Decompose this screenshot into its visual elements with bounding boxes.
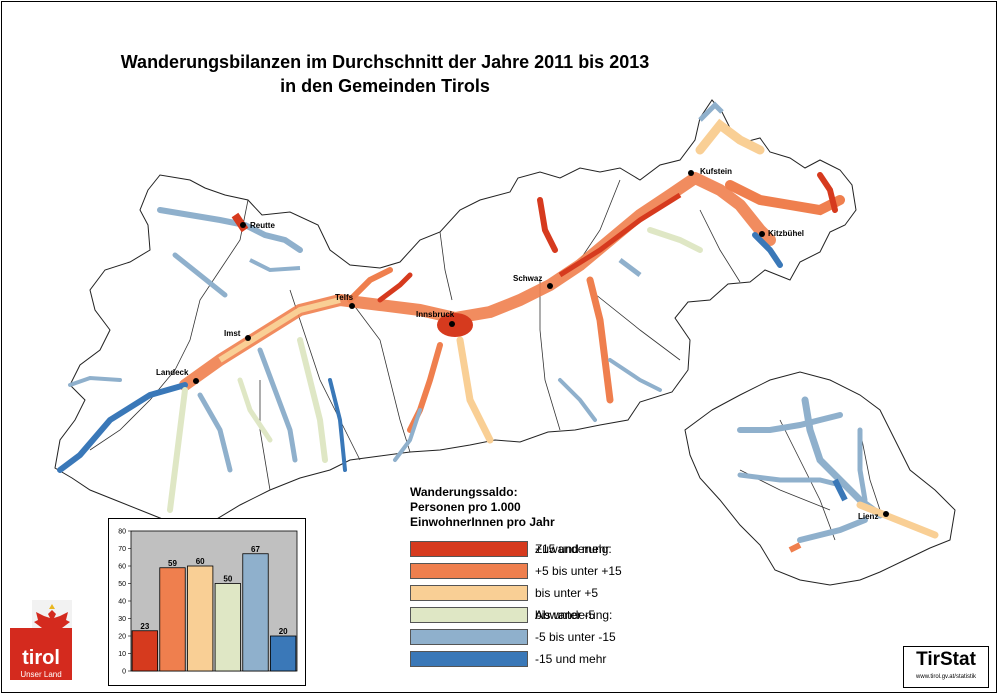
- y-tick-label: 40: [118, 599, 126, 606]
- chart-bar: [187, 565, 214, 672]
- bar-chart: 0 10 20 30 40 50 60 70 80 23 59 60 50 67 20: [118, 529, 298, 676]
- legend-range-label: -5 bis unter -15: [535, 630, 616, 644]
- title-line-1: Wanderungsbilanzen im Durchschnitt der J…: [120, 52, 650, 72]
- city-label-kitzbuehel: Kitzbühel: [768, 229, 804, 238]
- legend-swatch: [410, 651, 528, 667]
- y-tick-label: 20: [118, 634, 126, 641]
- bar-value-label: 59: [168, 559, 177, 568]
- chart-bar: [159, 567, 186, 672]
- chart-bar: [242, 553, 269, 672]
- legend-swatch: [410, 541, 528, 557]
- tirol-logo: tirol Unser Land: [8, 598, 74, 684]
- tirstat-url: www.tirol.gv.at/statistik: [916, 674, 976, 680]
- y-tick-label: 50: [118, 581, 126, 588]
- city-schwaz: Schwaz: [513, 274, 553, 289]
- city-label-schwaz: Schwaz: [513, 274, 542, 283]
- y-tick-label: 0: [122, 669, 126, 676]
- legend-title-line-1: Wanderungssaldo:: [410, 485, 518, 499]
- legend-range-label: -15 und mehr: [535, 652, 607, 666]
- legend-group-label: Zuwanderung:: [535, 542, 612, 556]
- legend-title-line-2: Personen pro 1.000: [410, 500, 521, 514]
- tirol-logo-text: tirol: [22, 647, 60, 669]
- city-kitzbuehel: Kitzbühel: [759, 229, 804, 238]
- legend-range-label: +5 bis unter +15: [535, 564, 622, 578]
- title-line-2: in den Gemeinden Tirols: [280, 76, 490, 96]
- tirol-eagle-icon: tirol Unser Land: [10, 600, 72, 680]
- y-tick-label: 80: [118, 529, 126, 536]
- district-boundaries: [89, 179, 741, 491]
- chart-bar: [131, 630, 158, 672]
- city-label-telfs: Telfs: [335, 293, 354, 302]
- chart-bar: [270, 635, 297, 672]
- city-markers: Reutte Telfs Imst Landeck Innsbruck Schw…: [156, 167, 889, 521]
- chart-bar: [214, 583, 241, 672]
- map-title: Wanderungsbilanzen im Durchschnitt der J…: [60, 50, 710, 98]
- legend-swatch: [410, 607, 528, 623]
- city-kufstein: Kufstein: [688, 167, 732, 176]
- bar-value-label: 60: [196, 557, 205, 566]
- legend-title-line-3: EinwohnerInnen pro Jahr: [410, 515, 555, 529]
- valley-patches: [57, 101, 939, 553]
- legend-swatch: [410, 629, 528, 645]
- city-lienz: Lienz: [858, 511, 889, 521]
- city-telfs: Telfs: [335, 293, 355, 309]
- chart-plot-area: [130, 530, 298, 672]
- bar-value-label: 50: [223, 575, 232, 584]
- y-tick-label: 60: [118, 564, 126, 571]
- tirstat-logo-text: TirStat: [916, 649, 976, 670]
- bar-value-label: 20: [279, 627, 288, 636]
- y-tick-label: 10: [118, 651, 126, 658]
- city-label-lienz: Lienz: [858, 512, 878, 521]
- legend-swatch: [410, 585, 528, 601]
- city-label-kufstein: Kufstein: [700, 167, 732, 176]
- legend-title: Wanderungssaldo: Personen pro 1.000 Einw…: [410, 485, 555, 530]
- city-label-reutte: Reutte: [250, 221, 275, 230]
- city-landeck: Landeck: [156, 368, 199, 384]
- bar-chart-inset: 0 10 20 30 40 50 60 70 80 23 59 60 50 67 20: [108, 518, 306, 686]
- city-innsbruck: Innsbruck: [416, 310, 455, 327]
- city-label-imst: Imst: [224, 329, 241, 338]
- y-tick-label: 70: [118, 546, 126, 553]
- city-label-landeck: Landeck: [156, 368, 189, 377]
- y-tick-label: 30: [118, 616, 126, 623]
- bar-value-label: 67: [251, 545, 260, 554]
- city-label-innsbruck: Innsbruck: [416, 310, 455, 319]
- city-reutte: Reutte: [240, 221, 275, 230]
- city-imst: Imst: [224, 329, 251, 341]
- legend-group-label: Abwanderung:: [535, 608, 613, 622]
- legend-swatch: [410, 563, 528, 579]
- legend-range-label: bis unter +5: [535, 586, 599, 600]
- legend-range-label: +15 und mehr: [535, 542, 610, 556]
- tirstat-logo: TirStat www.tirol.gv.at/statistik: [903, 646, 989, 688]
- tirol-logo-subtext: Unser Land: [20, 670, 61, 679]
- legend-range-label: bis unter -5: [535, 608, 596, 622]
- bar-value-label: 23: [140, 622, 149, 631]
